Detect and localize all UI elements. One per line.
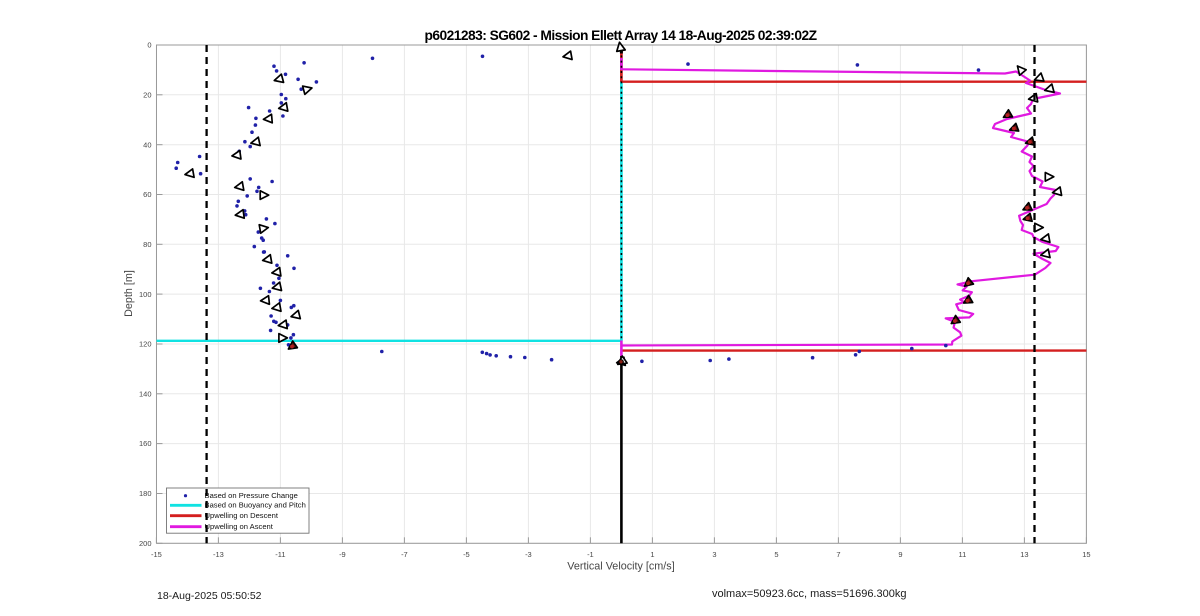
- svg-text:140: 140: [139, 389, 152, 398]
- svg-text:20: 20: [143, 90, 151, 99]
- svg-text:60: 60: [143, 190, 151, 199]
- svg-text:13: 13: [1020, 550, 1028, 559]
- svg-text:100: 100: [139, 290, 152, 299]
- svg-text:180: 180: [139, 489, 152, 498]
- svg-text:40: 40: [143, 140, 151, 149]
- svg-text:11: 11: [959, 550, 967, 559]
- svg-text:-11: -11: [275, 550, 285, 559]
- svg-text:-13: -13: [213, 550, 224, 559]
- svg-text:80: 80: [143, 240, 151, 249]
- svg-text:p6021283: SG602 - Mission Elle: p6021283: SG602 - Mission Ellett Array 1…: [425, 28, 818, 43]
- svg-text:3: 3: [712, 550, 716, 559]
- svg-text:-3: -3: [525, 550, 532, 559]
- svg-text:volmax=50923.6cc, mass=51696.3: volmax=50923.6cc, mass=51696.300kg: [712, 588, 906, 600]
- svg-text:18-Aug-2025 05:50:52: 18-Aug-2025 05:50:52: [157, 590, 262, 602]
- svg-text:200: 200: [139, 539, 152, 548]
- svg-text:-15: -15: [151, 550, 162, 559]
- svg-text:5: 5: [774, 550, 778, 559]
- svg-text:-5: -5: [463, 550, 470, 559]
- svg-text:7: 7: [836, 550, 840, 559]
- svg-text:15: 15: [1082, 550, 1090, 559]
- svg-text:-1: -1: [587, 550, 594, 559]
- svg-text:-9: -9: [339, 550, 346, 559]
- svg-text:Based on Pressure Change: Based on Pressure Change: [205, 491, 298, 500]
- svg-text:-7: -7: [401, 550, 408, 559]
- svg-text:Vertical Velocity [cm/s]: Vertical Velocity [cm/s]: [567, 561, 674, 573]
- svg-text:120: 120: [139, 340, 152, 349]
- svg-text:Based on Buoyancy and Pitch: Based on Buoyancy and Pitch: [205, 501, 306, 510]
- svg-text:0: 0: [147, 41, 151, 50]
- svg-text:160: 160: [139, 439, 152, 448]
- svg-text:9: 9: [898, 550, 902, 559]
- svg-text:1: 1: [650, 550, 654, 559]
- svg-text:Depth [m]: Depth [m]: [123, 270, 135, 317]
- svg-text:Upwelling on Ascent: Upwelling on Ascent: [205, 522, 274, 531]
- svg-text:Upwelling on Descent: Upwelling on Descent: [205, 511, 279, 520]
